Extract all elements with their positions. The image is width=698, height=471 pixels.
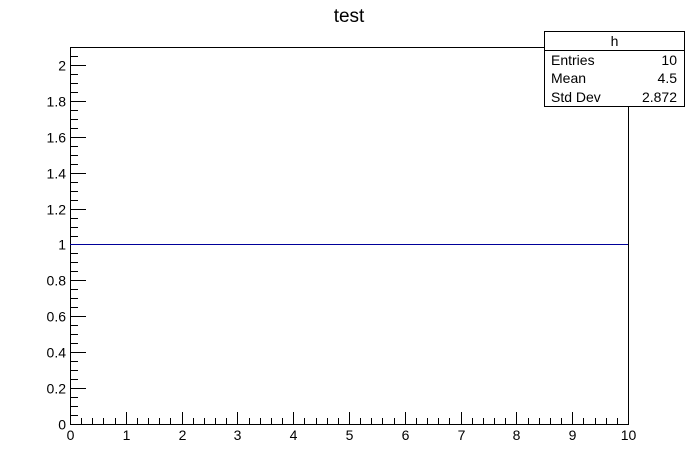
y-tick-label: 1.2 — [47, 202, 67, 218]
x-tick-label: 10 — [621, 427, 637, 443]
x-tick-label: 1 — [123, 427, 131, 443]
y-tick-label: 2 — [58, 58, 66, 74]
chart-title: test — [334, 6, 365, 27]
y-tick-label: 1 — [58, 237, 66, 253]
y-tick-label: 0.6 — [47, 309, 67, 325]
x-tick-label: 8 — [513, 427, 521, 443]
x-tick-label: 6 — [402, 427, 410, 443]
stats-box-frame — [544, 31, 685, 107]
y-tick-label: 1.8 — [47, 94, 67, 110]
x-tick-label: 7 — [458, 427, 466, 443]
x-tick-label: 2 — [179, 427, 187, 443]
x-tick-label: 4 — [290, 427, 298, 443]
y-tick-label: 0 — [58, 417, 66, 433]
stats-stddev-value: 2.872 — [642, 89, 677, 105]
y-tick-label: 1.4 — [47, 166, 67, 182]
x-tick-label: 9 — [569, 427, 577, 443]
y-tick-label: 1.6 — [47, 130, 67, 146]
y-tick-label: 0.8 — [47, 273, 67, 289]
stats-entries-label: Entries — [551, 52, 595, 68]
y-axis-ticks: 0 0.2 0.4 0.6 0.8 1 1.2 1.4 1.6 1.8 2 — [47, 47, 86, 433]
y-tick-label: 0.4 — [47, 345, 67, 361]
x-tick-label: 5 — [346, 427, 354, 443]
stats-stddev-label: Std Dev — [551, 89, 601, 105]
x-axis-ticks: 0 1 2 3 4 5 6 7 8 9 10 — [67, 412, 637, 443]
x-tick-label: 0 — [67, 427, 75, 443]
stats-box: h Entries 10 Mean 4.5 Std Dev 2.872 — [544, 31, 685, 107]
stats-entries-value: 10 — [661, 52, 677, 68]
y-tick-label: 0.2 — [47, 381, 67, 397]
stats-box-name: h — [611, 33, 619, 49]
stats-mean-label: Mean — [551, 70, 586, 86]
x-tick-label: 3 — [234, 427, 242, 443]
stats-mean-value: 4.5 — [658, 70, 678, 86]
